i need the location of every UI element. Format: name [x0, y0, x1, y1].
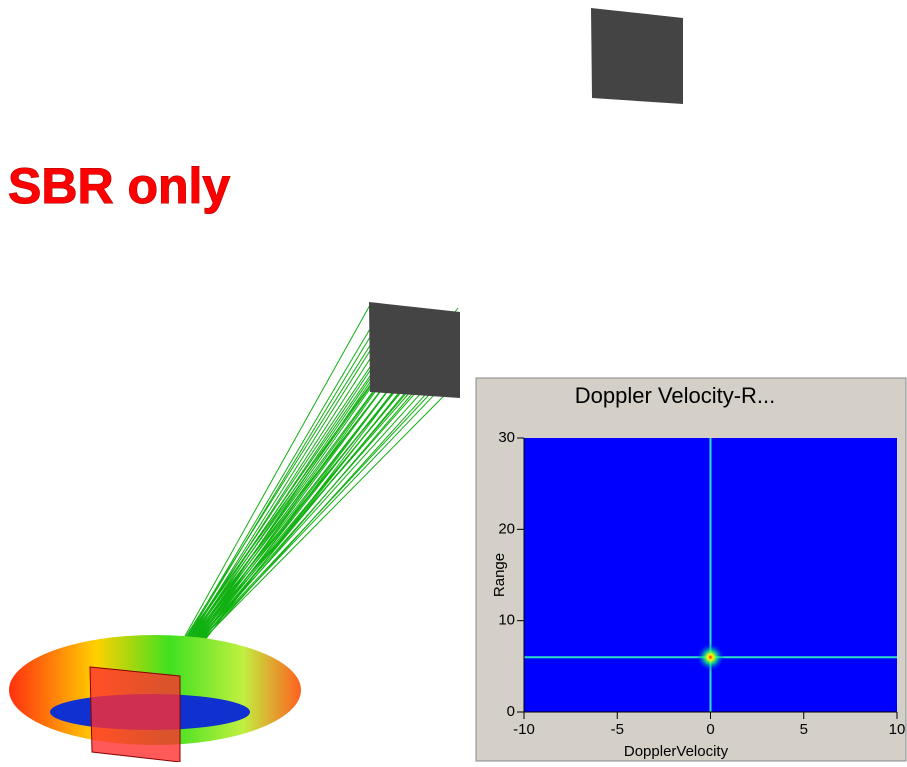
target-plate [591, 8, 683, 104]
ray [190, 368, 391, 640]
x-tick-label: -10 [513, 721, 535, 738]
x-tick-label: 10 [889, 721, 906, 738]
ray [192, 336, 400, 639]
ray [188, 310, 382, 636]
plate [90, 667, 180, 762]
y-tick-label: 0 [507, 703, 515, 720]
y-axis-label: Range [491, 553, 508, 597]
x-axis-label: DopplerVelocity [624, 743, 729, 760]
page: SBR only Doppler Velocity-R... DopplerVe… [0, 0, 907, 762]
ray [190, 315, 392, 636]
y-tick-label: 10 [498, 612, 515, 629]
target-plate [369, 302, 460, 398]
ray [195, 378, 413, 640]
peak [697, 643, 725, 671]
y-tick-label: 20 [498, 520, 515, 537]
ray [187, 326, 377, 639]
ray [185, 305, 370, 636]
ray [189, 331, 388, 639]
ray [203, 377, 451, 637]
ray [191, 352, 395, 637]
x-tick-label: -5 [611, 721, 624, 738]
chart-title: Doppler Velocity-R... [575, 383, 776, 408]
slide: SBR only Doppler Velocity-R... DopplerVe… [0, 0, 907, 762]
y-tick-label: 30 [498, 429, 515, 446]
x-tick-label: 5 [800, 721, 808, 738]
heading: SBR only [8, 158, 230, 214]
x-tick-label: 0 [706, 721, 714, 738]
